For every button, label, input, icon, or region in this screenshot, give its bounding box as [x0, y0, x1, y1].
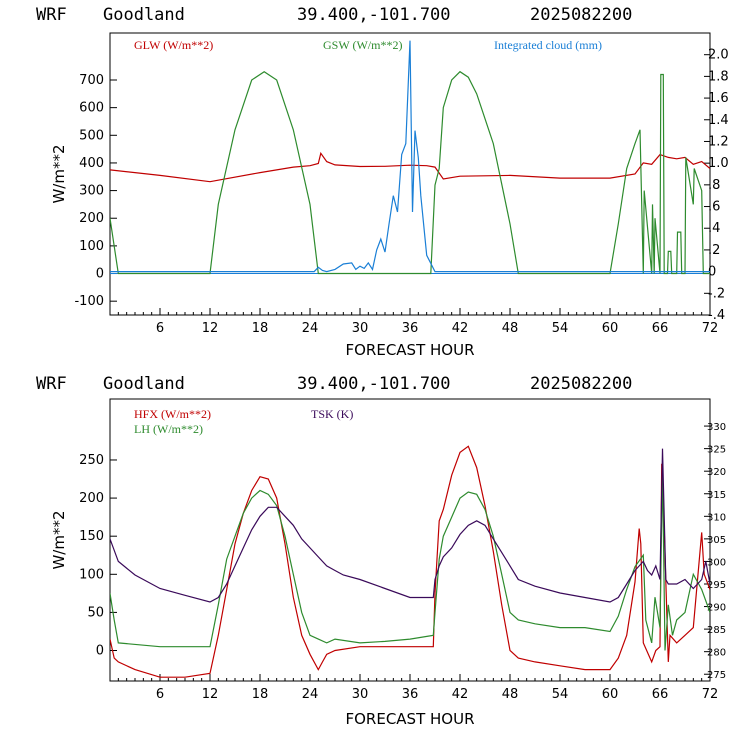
y2-tick-label: 300 — [707, 557, 726, 568]
header-site: Goodland — [103, 374, 185, 394]
y-tick-label: -100 — [74, 294, 104, 309]
y2-tick-label: 275 — [707, 670, 726, 681]
y2-tick-label: 1.6 — [708, 91, 729, 106]
y2-tick-label: 320 — [707, 467, 726, 478]
y-tick-label: 200 — [79, 491, 104, 506]
x-tick-label: 18 — [252, 687, 269, 702]
x-tick-label: 6 — [156, 687, 164, 702]
y2-tick-label: 305 — [707, 535, 726, 546]
header-init-time: 2025082200 — [530, 5, 632, 25]
series-line-lh — [110, 467, 710, 651]
y2-tick-label: 1.4 — [708, 113, 729, 128]
x-tick-label: 6 — [156, 321, 164, 336]
series-line-integrated — [110, 40, 710, 273]
x-tick-label: 66 — [652, 321, 669, 336]
series-line-tsk — [110, 448, 710, 603]
y-tick-label: 300 — [79, 184, 104, 199]
legend-lh: LH (W/m**2) — [134, 422, 203, 436]
y2-tick-label: 2.0 — [708, 48, 729, 63]
header-model: WRF — [36, 5, 67, 25]
y2-tick-label: .6 — [708, 200, 720, 215]
y2-tick-label: 315 — [707, 490, 726, 501]
y2-tick-label: 1.8 — [708, 69, 729, 84]
y-tick-label: 150 — [79, 529, 104, 544]
header-coords: 39.400,-101.700 — [297, 5, 451, 25]
y2-tick-label: 1.2 — [708, 134, 729, 149]
x-tick-label: 30 — [352, 687, 369, 702]
y2-tick-label: .2 — [708, 243, 720, 258]
x-tick-label: 36 — [402, 687, 419, 702]
y2-tick-label: 0 — [708, 265, 716, 280]
series-line-hfx — [110, 445, 710, 678]
series-line-gsw — [110, 70, 710, 275]
x-tick-label: 36 — [402, 321, 419, 336]
y2-tick-label: 330 — [707, 422, 726, 433]
header-coords: 39.400,-101.700 — [297, 374, 451, 394]
header-site: Goodland — [103, 5, 185, 25]
y-tick-label: 0 — [96, 267, 104, 282]
x-tick-label: 18 — [252, 321, 269, 336]
x-tick-label: 48 — [502, 321, 519, 336]
y2-tick-label: 310 — [707, 512, 726, 523]
x-tick-label: 72 — [702, 321, 719, 336]
y-tick-label: 500 — [79, 128, 104, 143]
x-axis-label: FORECAST HOUR — [345, 710, 474, 728]
y-tick-label: 250 — [79, 453, 104, 468]
x-tick-label: 66 — [652, 687, 669, 702]
x-axis-label: FORECAST HOUR — [345, 341, 474, 359]
x-tick-label: 42 — [452, 321, 469, 336]
y-tick-label: 0 — [96, 644, 104, 659]
legend-glw: GLW (W/m**2) — [134, 38, 213, 52]
y2-tick-label: .8 — [708, 178, 720, 193]
x-tick-label: 60 — [602, 321, 619, 336]
y2-tick-label: .4 — [708, 221, 720, 236]
x-tick-label: 54 — [552, 321, 569, 336]
y2-tick-label: 280 — [707, 648, 726, 659]
y2-tick-label: -.4 — [708, 308, 725, 323]
y-axis-label: W/m**2 — [50, 510, 68, 569]
y2-tick-label: -.2 — [708, 286, 725, 301]
series-line-glw — [110, 151, 710, 183]
y2-tick-label: 285 — [707, 625, 726, 636]
y-tick-label: 700 — [79, 73, 104, 88]
y-tick-label: 400 — [79, 156, 104, 171]
y-tick-label: 100 — [79, 567, 104, 582]
header-init-time: 2025082200 — [530, 374, 632, 394]
radiation-panel: WRF Goodland 39.400,-101.700 2025082200 6 12 1… — [36, 5, 729, 359]
flux-panel: WRF Goodland 39.400,-101.700 2025082200 6 12 1… — [36, 374, 726, 728]
header-model: WRF — [36, 374, 67, 394]
x-tick-label: 12 — [202, 321, 219, 336]
y-tick-label: 100 — [79, 239, 104, 254]
y-axis-label: W/m**2 — [50, 144, 68, 203]
x-tick-label: 24 — [302, 321, 319, 336]
y2-tick-label: 290 — [707, 603, 726, 614]
x-tick-label: 24 — [302, 687, 319, 702]
x-tick-label: 30 — [352, 321, 369, 336]
legend-integrated: Integrated cloud (mm) — [494, 38, 602, 52]
y2-tick-label: 1.0 — [708, 156, 729, 171]
legend-tsk: TSK (K) — [311, 407, 353, 421]
x-tick-label: 42 — [452, 687, 469, 702]
y-tick-label: 600 — [79, 101, 104, 116]
x-tick-label: 60 — [602, 687, 619, 702]
y-tick-label: 50 — [87, 605, 104, 620]
legend-hfx: HFX (W/m**2) — [134, 407, 211, 421]
x-tick-label: 48 — [502, 687, 519, 702]
x-tick-label: 54 — [552, 687, 569, 702]
y2-tick-label: 295 — [707, 580, 726, 591]
y-tick-label: 200 — [79, 211, 104, 226]
y2-tick-label: 325 — [707, 445, 726, 456]
x-tick-label: 72 — [702, 687, 719, 702]
legend-gsw: GSW (W/m**2) — [323, 38, 402, 52]
x-tick-label: 12 — [202, 687, 219, 702]
